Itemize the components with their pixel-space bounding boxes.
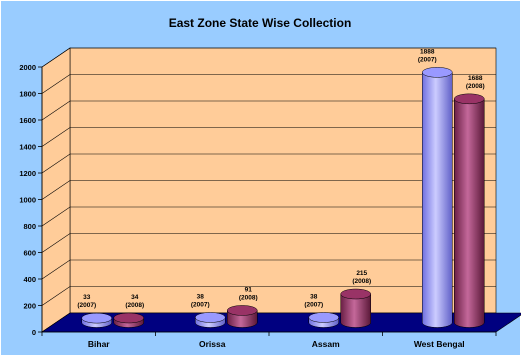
gridline — [41, 180, 496, 200]
bar-top — [340, 288, 371, 300]
data-label-line: 1688 — [468, 75, 483, 82]
y-tick-label: 200 — [23, 302, 36, 311]
bar-top — [195, 312, 226, 323]
y-tick-label: 600 — [23, 249, 36, 258]
bar-body — [340, 293, 371, 328]
bar-2008 — [454, 93, 485, 328]
x-tick-label: Orissa — [199, 339, 226, 349]
x-tick-label: West Bengal — [414, 339, 465, 349]
data-label-line: 34 — [131, 294, 139, 301]
gridline — [41, 206, 496, 227]
bar-top — [308, 312, 339, 323]
y-tick-label: 1200 — [19, 169, 36, 178]
y-tick-label: 800 — [23, 222, 36, 231]
data-label-line: 91 — [245, 286, 253, 293]
y-tick-label: 400 — [23, 275, 36, 284]
bar-body — [454, 98, 485, 328]
bar-2008 — [227, 305, 258, 328]
data-label-line: (2007) — [304, 301, 323, 308]
gridline — [41, 100, 496, 121]
data-label-line: 38 — [310, 293, 318, 300]
plot-area: 0 200 400 600 800 1000 1200 1400 1600 1800 2000 Bih… — [19, 47, 521, 349]
bar-top — [113, 312, 144, 324]
data-label: 33 (2007) — [77, 294, 96, 309]
y-tick-label: 0 — [32, 328, 36, 337]
data-label-line: (2008) — [466, 83, 485, 90]
data-label-line: 215 — [356, 270, 367, 277]
gridline — [41, 259, 496, 280]
gridline — [41, 74, 496, 94]
data-label-line: (2008) — [125, 302, 144, 309]
data-label-line: (2007) — [77, 302, 96, 309]
y-tick-label: 1800 — [19, 90, 36, 99]
data-label-line: 38 — [197, 293, 205, 300]
bar-2008 — [340, 288, 371, 328]
gridline — [41, 127, 496, 147]
gridline — [41, 153, 496, 174]
y-tick-label: 1600 — [19, 116, 36, 125]
data-label-line: 33 — [83, 294, 91, 301]
gridline — [41, 233, 496, 253]
y-tick-label: 2000 — [19, 63, 36, 72]
bar-top — [422, 67, 453, 78]
x-tick-label: Assam — [312, 339, 340, 349]
bar-2007 — [195, 312, 226, 328]
data-label: 91 (2008) — [239, 286, 258, 301]
x-tick-label: Bihar — [88, 339, 110, 349]
data-label-line: (2008) — [239, 294, 258, 301]
gridline — [41, 47, 496, 68]
y-tick-label: 1000 — [19, 196, 36, 205]
bar-top — [454, 93, 485, 105]
bar-2007 — [308, 312, 339, 328]
data-label-line: (2008) — [352, 278, 371, 285]
y-tick-label: 1400 — [19, 143, 36, 152]
data-label: 38 (2007) — [304, 293, 323, 308]
bar-2007 — [81, 312, 112, 328]
data-label-line: (2007) — [418, 56, 437, 63]
data-label-line: 1888 — [420, 48, 435, 55]
bar-2008 — [113, 312, 144, 328]
gridline — [41, 286, 496, 306]
bar-body — [422, 72, 453, 328]
data-label: 1688 (2008) — [466, 75, 485, 90]
data-label-line: (2007) — [191, 301, 210, 308]
bar-2007 — [422, 67, 453, 328]
bar-top — [81, 312, 112, 324]
data-label: 215 (2008) — [352, 270, 371, 285]
bar-top — [227, 305, 258, 316]
data-label: 1888 (2007) — [418, 48, 437, 63]
chart-title: East Zone State Wise Collection — [169, 16, 352, 30]
data-label: 34 (2008) — [125, 294, 144, 309]
data-label: 38 (2007) — [191, 293, 210, 308]
